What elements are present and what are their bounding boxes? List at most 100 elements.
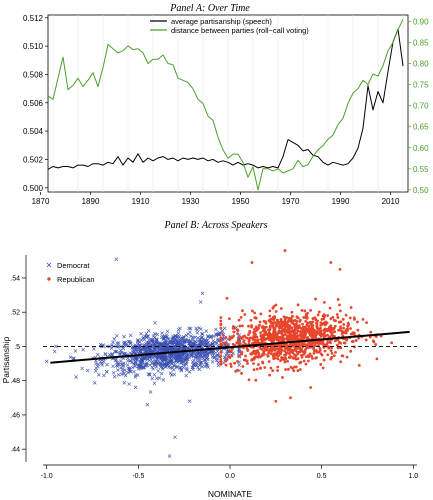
democrat-point (103, 352, 108, 356)
republican-point (238, 336, 242, 339)
democrat-point (168, 371, 173, 375)
republican-point (288, 346, 292, 350)
republican-point (305, 336, 309, 340)
democrat-point (175, 334, 180, 339)
democrat-point (188, 326, 193, 331)
democrat-point (173, 435, 177, 439)
republican-point (239, 315, 243, 319)
republican-point (339, 325, 342, 329)
republican-point (335, 313, 339, 316)
democrat-point (153, 344, 157, 349)
republican-point (224, 335, 228, 339)
republican-point (312, 351, 316, 355)
democrat-point (54, 344, 58, 349)
democrat-point (168, 365, 173, 370)
democrat-point (121, 361, 126, 365)
republican-point (329, 341, 332, 345)
democrat-point (203, 338, 207, 342)
republican-point (374, 343, 378, 346)
democrat-point (170, 341, 174, 345)
democrat-point (165, 361, 170, 366)
republican-point (311, 356, 314, 360)
democrat-point (163, 353, 168, 358)
democrat-point (111, 364, 115, 369)
republican-point (229, 362, 232, 366)
democrat-point (188, 353, 193, 357)
republican-point (390, 341, 394, 345)
republican-point (364, 338, 368, 342)
republican-point (228, 356, 232, 360)
republican-point (289, 337, 292, 341)
democrat-point (127, 382, 131, 386)
democrat-point (205, 361, 209, 366)
republican-point (257, 324, 261, 328)
democrat-point (175, 340, 180, 345)
democrat-point (154, 376, 159, 381)
republican-point (240, 324, 244, 328)
republican-point (259, 312, 263, 316)
republican-point (332, 330, 336, 333)
x-tick-label: -1.0 (41, 473, 53, 480)
republican-point (298, 320, 302, 323)
republican-point (240, 352, 244, 356)
democrat-point (204, 341, 209, 346)
republican-point (316, 331, 320, 335)
democrat-point (150, 376, 154, 381)
republican-point (368, 335, 372, 339)
democrat-point (68, 355, 73, 360)
republican-point (314, 297, 317, 301)
republican-point (240, 372, 243, 375)
republican-point (279, 318, 283, 321)
democrat-point (81, 347, 85, 352)
republican-point (307, 328, 311, 332)
republican-point (301, 322, 304, 326)
panel-b-title: Panel B: Across Speakers (163, 220, 267, 231)
republican-point (257, 363, 260, 366)
panel-a-grid (52, 15, 404, 192)
republican-point (264, 321, 268, 325)
left-tick-label: 0.500 (23, 184, 44, 193)
republican-point (298, 368, 302, 371)
democrat-point (116, 341, 121, 345)
y-tick-label: .5 (14, 344, 20, 351)
republican-point (305, 313, 308, 317)
democrat-point (114, 257, 119, 261)
republican-point (279, 359, 282, 362)
democrat-point (222, 326, 227, 331)
republican-point (309, 386, 313, 389)
republican-point (283, 318, 287, 322)
democrat-point (146, 341, 151, 345)
democrat-point (128, 340, 133, 345)
republican-point (271, 306, 275, 310)
democrat-point (161, 355, 165, 360)
republican-point (244, 358, 247, 362)
republican-point (241, 365, 245, 368)
republican-point (356, 320, 359, 324)
y-tick-label: .52 (10, 310, 20, 317)
democrat-point (184, 361, 188, 366)
republican-point (341, 317, 345, 321)
republican-point (269, 366, 273, 370)
democrat-point (191, 335, 195, 340)
democrat-point (122, 381, 127, 385)
republican-point (270, 321, 274, 325)
democrat-point (216, 360, 221, 365)
x-tick-label: 1970 (282, 197, 300, 206)
x-tick-label: 1890 (82, 197, 100, 206)
democrat-point (146, 372, 151, 376)
democrat-point (115, 363, 119, 368)
republican-point (300, 353, 304, 357)
democrat-point (198, 356, 202, 360)
republican-point (237, 354, 241, 358)
republican-point (240, 350, 244, 354)
republican-point (296, 329, 300, 333)
left-tick-label: 0.502 (23, 155, 44, 164)
republican-point (286, 367, 290, 371)
republican-point (312, 328, 316, 332)
republican-point (327, 345, 331, 349)
republican-point (342, 326, 345, 330)
republican-point (310, 342, 314, 346)
republican-point (294, 343, 298, 347)
right-tick-label: 0.80 (413, 59, 429, 68)
republican-point (336, 343, 339, 347)
